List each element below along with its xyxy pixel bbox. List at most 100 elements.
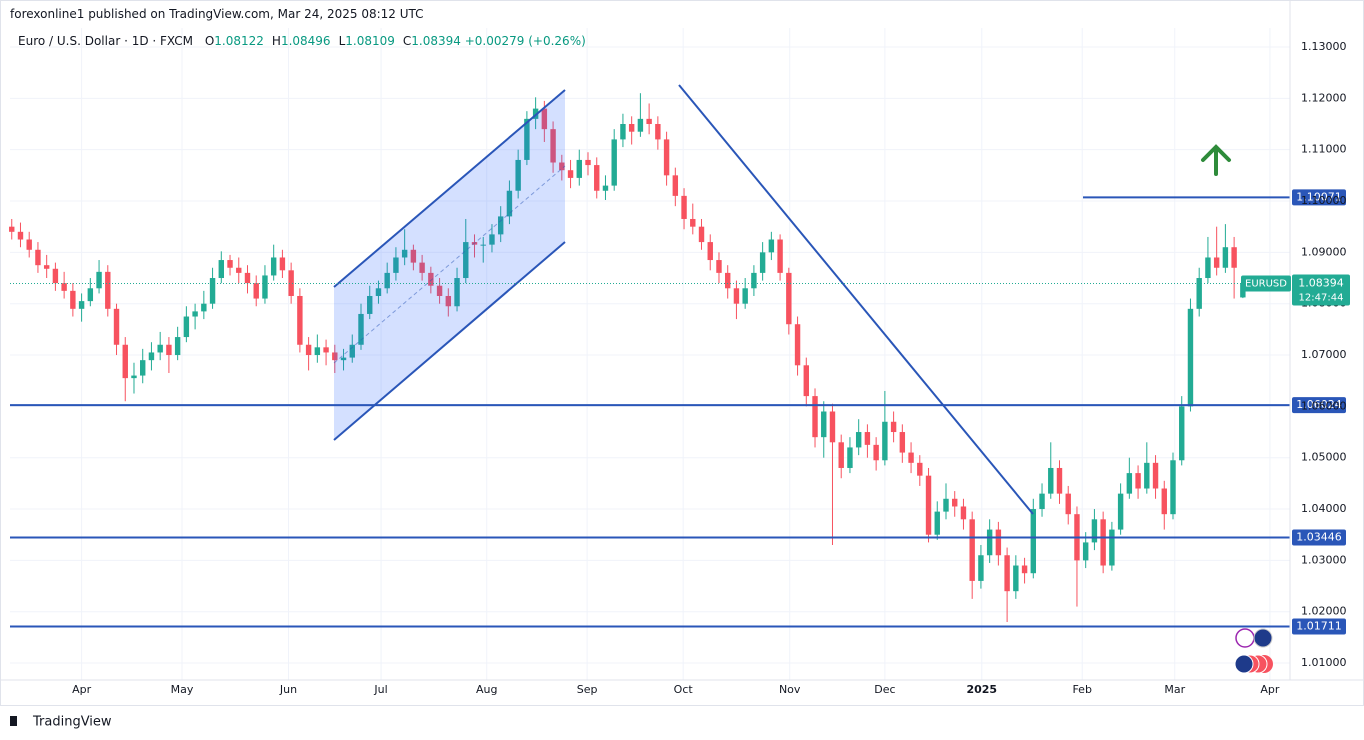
symbol-bg [1241,275,1291,292]
x-tick-label: Nov [779,683,801,696]
candle-body [559,162,565,171]
candle-body [192,311,198,317]
candle-body [646,118,652,125]
price-label-bg [1292,274,1350,306]
candle-body [759,252,766,273]
candle-body [594,165,600,191]
candle-body [1231,247,1237,268]
x-tick-label: May [171,683,194,696]
candle-body [87,288,94,302]
channel-mid [333,165,566,364]
candle-body [725,272,731,289]
candle-body [1117,493,1124,530]
candle-body [384,272,390,289]
y-tick-label: 1.01000 [1301,656,1347,669]
symbol-label: EURUSD [1245,278,1287,289]
candle-body [480,244,486,246]
candle-body [690,218,696,227]
candle-body [436,285,443,296]
candle-body [236,267,242,273]
candle-body [244,272,251,284]
candle-body [1091,519,1098,543]
change-pct: (+0.26%) [528,34,586,48]
symbol-title: Euro / U.S. Dollar · 1D · FXCM [18,34,193,48]
candle-body [637,118,644,132]
up-arrow [1201,144,1231,176]
candle-body [1021,565,1028,574]
published: forexonline1 published on TradingView.co… [10,7,424,21]
candle-body [1126,473,1133,494]
candle-body [934,511,940,535]
candle-body [602,185,609,191]
countdown: 12:47:44 [1299,292,1344,303]
candle-body [349,344,355,358]
candle-body [812,396,818,438]
y-tick-label: 1.06000 [1301,399,1347,412]
candle-body [463,242,469,279]
candle-body [751,272,757,289]
candle-body [1196,278,1202,309]
candle-body [401,249,408,258]
x-tick-label: Jul [373,683,387,696]
ohlc-label: O [204,34,215,48]
level-label: 1.10071 [1296,190,1342,203]
candle-body [698,226,705,243]
candle-body [829,411,836,443]
candle-body [96,271,102,289]
candle-body [419,262,425,273]
candle-body [821,411,827,438]
candle-body [960,506,967,520]
y-tick-label: 1.10000 [1301,194,1347,207]
level-label-bg [1292,189,1346,206]
candle-body [454,278,460,307]
logo [10,716,17,726]
candle-body [1109,529,1115,566]
candle-body [943,498,949,512]
candle-body [847,447,853,468]
candle-body [1039,493,1045,510]
ohlc-value: 1.08122 [214,34,264,48]
change: +0.00279 [464,34,525,48]
icons [1234,628,1273,674]
y-tick-label: 1.03000 [1301,553,1347,566]
candle-body [489,234,495,245]
ohlc-value: 1.08496 [280,34,331,48]
candle-body [978,555,984,581]
candle-body [262,275,268,299]
y-tick-label: 1.02000 [1301,605,1347,618]
ohlc-label: C [402,34,412,48]
candle-body [166,344,172,356]
candle-body [279,257,286,271]
candle-body [873,444,879,461]
candle-body [838,442,844,468]
y-tick-label: 1.07000 [1301,348,1347,361]
candle-body [532,108,539,119]
footer: TradingView [32,715,112,730]
y-tick-label: 1.04000 [1301,502,1347,515]
candle-body [201,303,207,312]
candle-body [1135,473,1141,489]
candle-body [209,278,216,304]
level-label: 1.03446 [1296,530,1342,543]
levels: 1.10071 1.06024 1.03446 1.01711 [10,189,1346,635]
candle-body [375,288,382,296]
candle-body [550,129,556,163]
candle-body [768,239,775,253]
level-label-bg [1292,529,1346,546]
candle-body [655,124,661,140]
candle-body [1100,519,1106,566]
candle-body [288,270,294,296]
candle-body [794,324,801,366]
candle-body [428,272,434,286]
candle-body [707,242,713,261]
candle-body [1144,462,1150,489]
y-tick-label: 1.12000 [1301,91,1347,104]
candle-body [218,260,225,279]
channel-upper [333,89,566,288]
level-label: 1.01711 [1296,620,1342,633]
x-tick-label: Aug [476,683,497,696]
candle-body [786,272,792,325]
candle-body [864,432,871,445]
candle-body [297,295,303,345]
